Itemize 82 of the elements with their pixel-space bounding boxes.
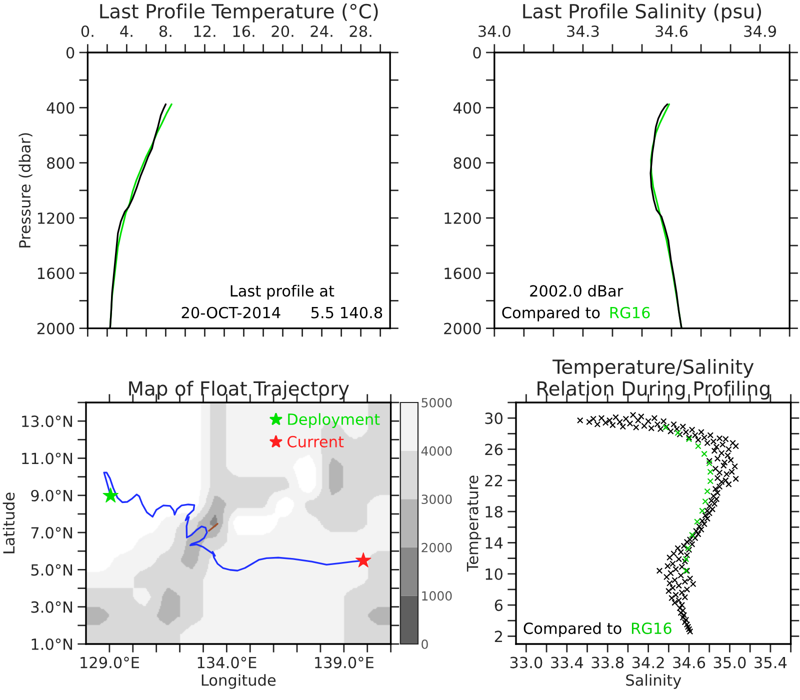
y-tick-label: 26 [485,444,503,456]
x-tick-label: 35.0 [714,656,746,668]
point [694,518,700,525]
x-tick-label: 34.6 [656,25,688,38]
y-tick-label: 2 [494,630,502,642]
y-tick-label: 0 [66,46,74,59]
color-bar-label: 5000 [422,398,452,408]
y-tick-label: 1600 [38,268,74,280]
x-tick-label: 33.4 [551,656,584,668]
x-axis-title: Salinity [626,674,682,689]
x-tick-label: 8. [159,25,172,38]
chart-title: Last Profile Salinity (psu) [523,3,762,22]
color-bar-label: 4000 [421,446,452,456]
point [695,442,702,450]
annotation: 2002.0 dBar [530,284,624,297]
y-tick-label: 11.0°N [22,452,72,464]
x-tick-label: 34.0 [478,25,510,38]
x-tick-label: 20. [272,25,294,38]
y-axis-title: Latitude [2,492,15,554]
color-bar-label: 1000 [422,591,452,601]
x-tick-label: 0. [81,25,94,38]
y-tick-label: 1200 [38,212,74,224]
chart-title: Temperature/Salinity Relation During Profiling [538,359,770,400]
y-tick-label: 22 [485,474,502,486]
x-tick-label: 34.9 [744,25,776,38]
point [701,450,708,458]
y-tick-label: 2000 [37,322,74,334]
x-tick-label: 34.6 [673,656,706,668]
point [707,478,714,484]
annotation: 20-OCT-2014 5.5 140.8 [182,306,382,318]
x-tick-label: 16. [233,25,254,38]
x-tick-label: 12. [194,25,216,37]
y-tick-label: 1600 [444,268,481,280]
point [682,556,690,562]
color-bar-label: 2000 [422,542,452,552]
point [702,498,708,505]
series-label: RG16 [610,306,650,318]
y-axis-title: Temperature [466,476,482,572]
x-tick-label: 33.8 [592,656,624,668]
y-axis-title: Pressure (dbar) [18,133,32,248]
x-tick-label: 4. [120,26,132,37]
point [706,460,713,466]
y-tick-label: 3.0°N [31,601,72,613]
x-tick-label: 34.2 [632,656,664,668]
x-tick-label: 139.0°E [315,656,374,668]
x-tick-label: 35.4 [754,656,787,668]
x-tick-label: 134.0°E [198,656,256,668]
y-tick-label: 5.0°N [31,564,72,576]
chart-title: Last Profile Temperature (°C) [100,3,378,22]
x-tick-label: 34.3 [567,25,599,38]
y-tick-label: 10 [486,568,502,580]
annotation: Compared to [502,306,600,322]
y-tick-label: 1.0°N [32,638,72,650]
point [704,488,710,494]
y-tick-label: 2000 [444,322,481,334]
y-tick-label: 13.0°N [22,416,72,428]
color-bar-label: 0 [422,639,428,649]
x-tick-label: 24. [310,25,332,37]
chart-title: Map of Float Trajectory [129,380,349,400]
x-axis-title: Longitude [202,674,276,689]
y-tick-label: 400 [46,102,74,114]
y-tick-label: 800 [47,157,74,169]
text: RG16 [632,622,672,634]
color-bar-label: 3000 [422,494,452,504]
point [674,430,681,436]
x-tick-label: 28. [350,25,372,38]
point [707,468,714,475]
y-tick-label: 6 [494,600,503,612]
annotation: Last profile at [230,284,334,300]
y-tick-label: 9.0°N [31,490,72,502]
y-tick-label: 14 [486,537,503,549]
x-tick-label: 33.0 [510,656,542,668]
x-tick-label: 129.0°E [80,656,139,668]
point [699,508,706,514]
y-tick-label: 800 [454,157,481,169]
y-tick-label: 18 [486,506,502,518]
y-tick-label: 0 [473,46,481,59]
y-tick-label: 400 [453,102,481,114]
y-tick-label: 1200 [444,212,481,224]
y-tick-label: 30 [485,412,502,424]
annotation: Compared to [524,622,622,638]
y-tick-label: 7.0°N [31,527,72,539]
